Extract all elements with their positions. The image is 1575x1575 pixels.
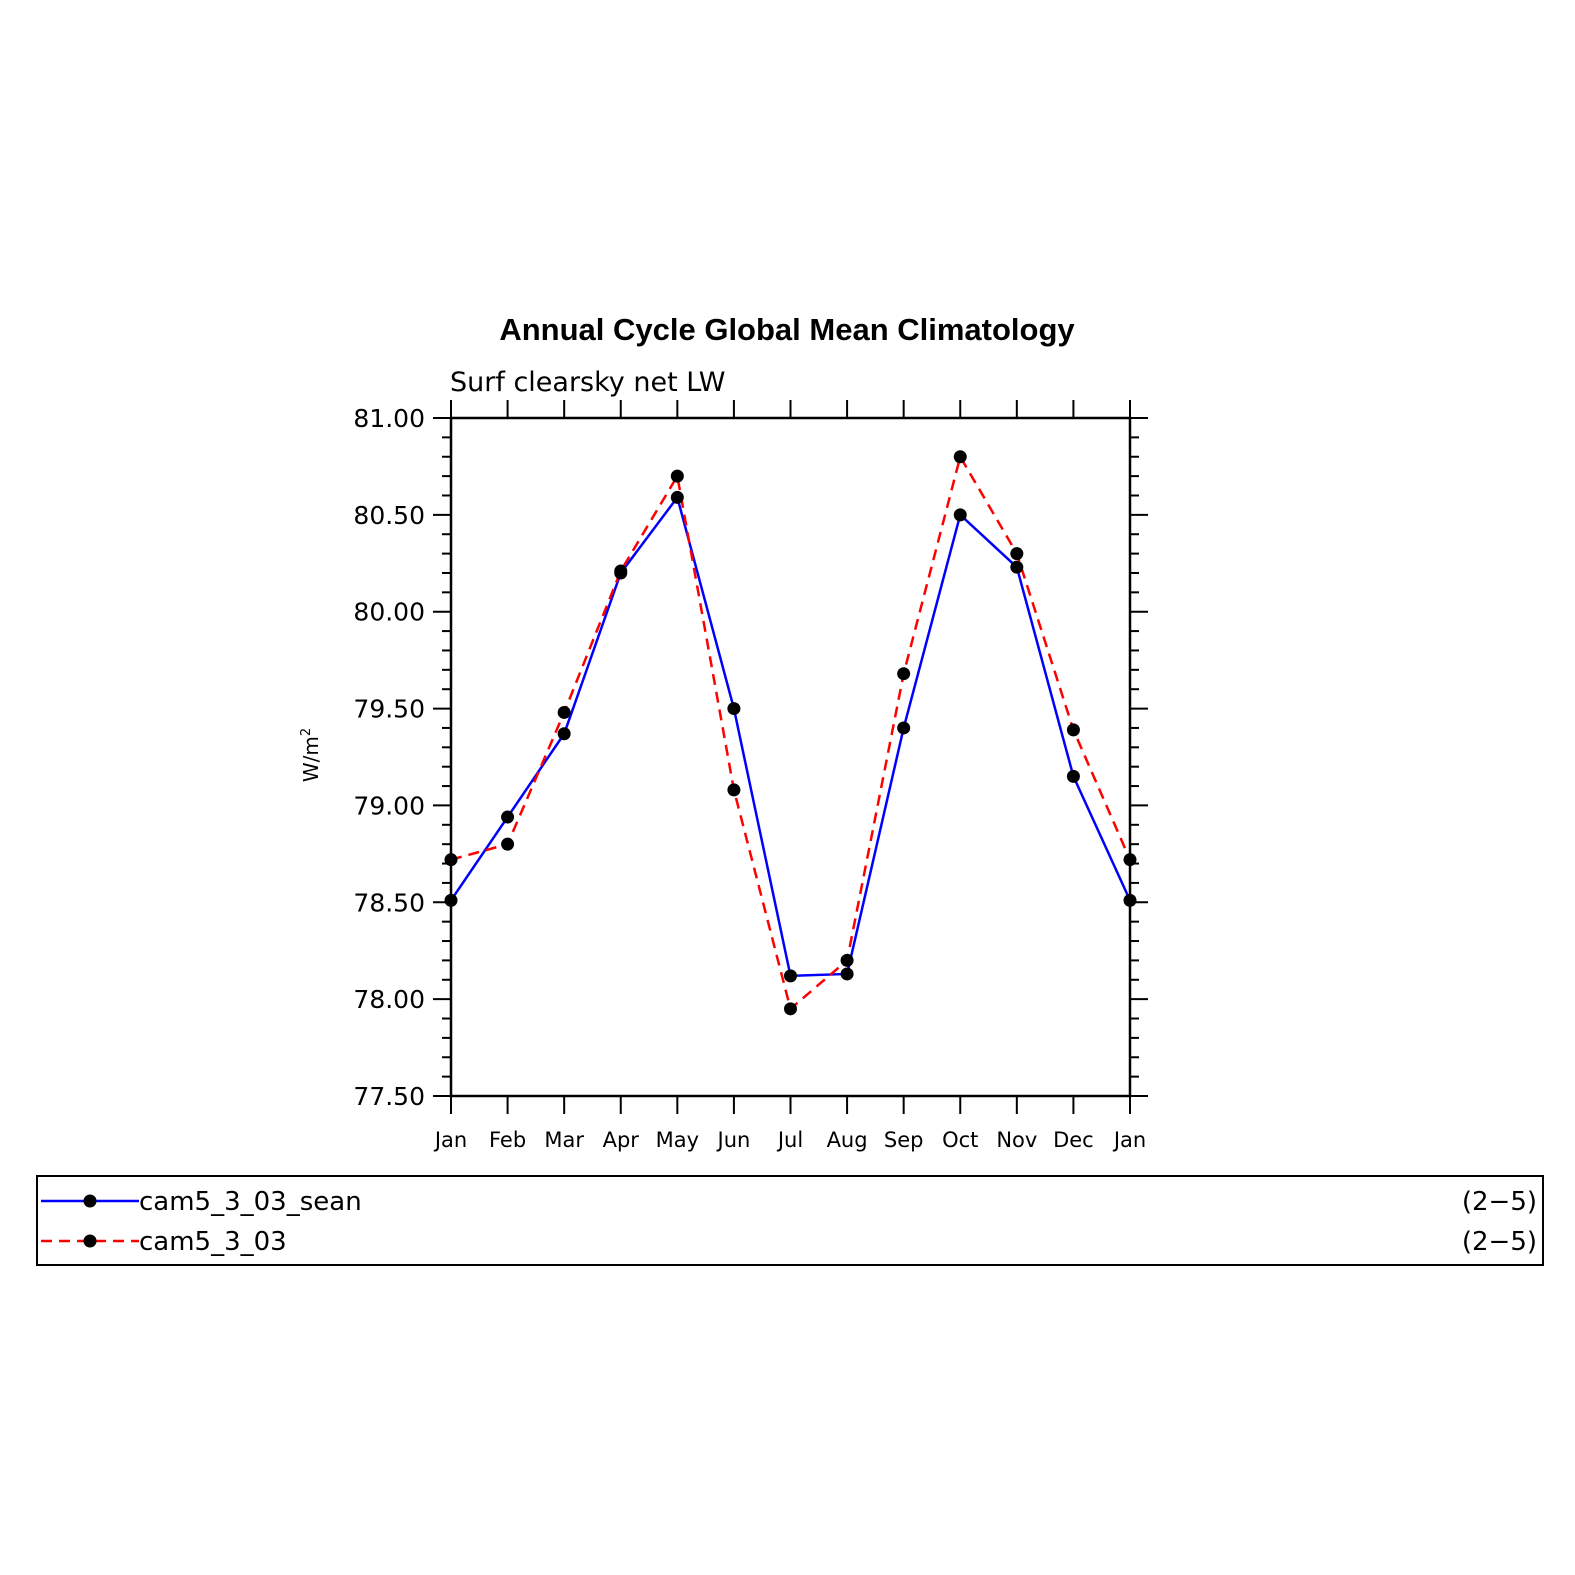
x-tick-label: Apr [603,1128,640,1152]
series-2-point [1010,547,1024,561]
x-tick-label: Jul [776,1128,803,1152]
chart-subtitle: Surf clearsky net LW [450,367,726,398]
y-tick-label: 77.50 [353,1082,425,1111]
series-2-point [614,564,628,578]
series-2-point [953,450,967,464]
series-1-point [953,508,967,522]
series-layer [444,450,1137,1016]
x-tick-label: Oct [942,1128,978,1152]
y-tick-label: 78.50 [353,888,425,917]
legend-marker-2 [83,1234,97,1248]
x-tick-label: Jan [1112,1128,1146,1152]
x-tick-label: Nov [996,1128,1037,1152]
x-tick-label: Dec [1053,1128,1094,1152]
legend-label-2: cam5_3_03 [139,1227,287,1257]
series-1-point [557,727,571,741]
x-tick-label: Jan [433,1128,467,1152]
series-1-point [501,810,515,824]
axis-ticks [433,400,1148,1114]
y-tick-label: 80.50 [353,501,425,530]
series-2-point [897,667,911,681]
x-tick-label: Feb [489,1128,526,1152]
legend-note-1: (2−5) [1462,1187,1537,1217]
series-1-point [1066,769,1080,783]
series-2-point [840,953,854,967]
series-1-point [784,969,797,983]
y-tick-label: 80.00 [353,598,425,627]
series-2-point [501,837,515,851]
series-1-point [670,490,684,504]
legend-note-2: (2−5) [1462,1227,1537,1257]
legend-entries: cam5_3_03_sean (2−5) cam5_3_03 (2−5) [41,1187,1537,1257]
series-2-point [727,783,741,797]
y-axis-label: W/m2 [299,728,323,782]
svg-text:W/m2: W/m2 [299,728,323,782]
legend-label-1: cam5_3_03_sean [139,1187,362,1217]
x-tick-label: Sep [884,1128,924,1152]
legend-box [36,1175,1544,1266]
y-axis-label-superscript: 2 [299,728,314,736]
series-1-point [1010,560,1024,574]
series-1-point [840,967,854,981]
series-2-point [557,705,571,719]
plot-frame [449,416,1132,1098]
y-tick-label: 79.50 [353,695,425,724]
series-1-point [727,702,741,716]
y-tick-label: 78.00 [353,985,425,1014]
x-tick-label: May [656,1128,699,1152]
x-tick-labels: Jan Feb Mar Apr May Jun Jul Aug Sep Oct Nov Dec Jan [433,1128,1146,1152]
x-tick-label: Mar [544,1128,584,1152]
x-tick-label: Jun [716,1128,751,1152]
y-tick-label: 79.00 [353,791,425,820]
y-tick-labels: 77.50 78.00 78.50 79.00 79.50 80.00 80.50 81.00 [353,404,425,1111]
series-2-point [670,469,684,483]
legend-marker-1 [83,1194,97,1208]
x-tick-label: Aug [827,1128,868,1152]
series-1-point [897,721,911,735]
y-axis-label-text: W/m [299,736,323,782]
series-line-1 [449,494,1132,978]
series-2-point [1066,723,1080,737]
y-tick-label: 81.00 [353,404,425,433]
series-2-point [784,1002,797,1016]
legend: cam5_3_03_sean (2−5) cam5_3_03 (2−5) [36,1175,1544,1266]
series-line-2 [450,453,1132,1012]
chart-title: Annual Cycle Global Mean Climatology [499,312,1075,347]
